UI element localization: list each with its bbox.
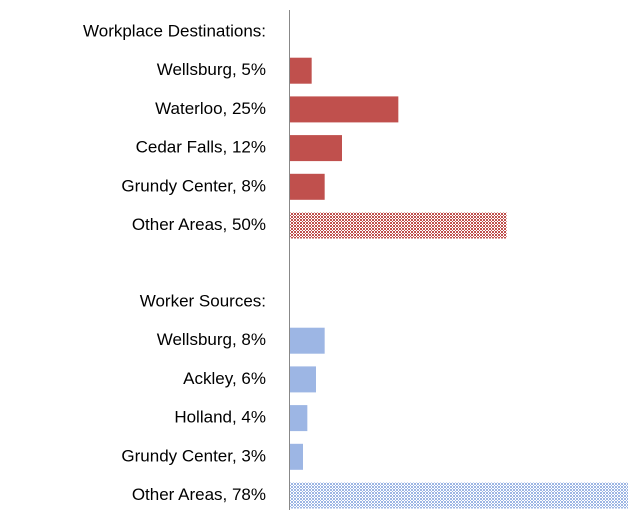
category-label: Wellsburg, 8% — [157, 330, 266, 349]
category-label: Wellsburg, 5% — [157, 60, 266, 79]
category-label: Ackley, 6% — [183, 369, 266, 388]
bar — [290, 482, 628, 509]
category-label: Cedar Falls, 12% — [136, 138, 266, 157]
category-label: Grundy Center, 8% — [121, 176, 266, 195]
bar — [290, 405, 308, 432]
category-label: Other Areas, 78% — [132, 485, 266, 504]
category-label: Waterloo, 25% — [155, 99, 266, 118]
bar — [290, 212, 507, 239]
bar — [290, 96, 399, 123]
group-title: Worker Sources: — [140, 291, 266, 310]
bar — [290, 327, 325, 354]
category-label: Other Areas, 50% — [132, 215, 266, 234]
category-label: Grundy Center, 3% — [121, 446, 266, 465]
bar — [290, 443, 303, 470]
bar — [290, 57, 312, 84]
category-label: Holland, 4% — [174, 408, 266, 427]
bar — [290, 173, 325, 200]
group-title: Workplace Destinations: — [83, 21, 266, 40]
bar — [290, 366, 316, 393]
bar — [290, 135, 342, 162]
